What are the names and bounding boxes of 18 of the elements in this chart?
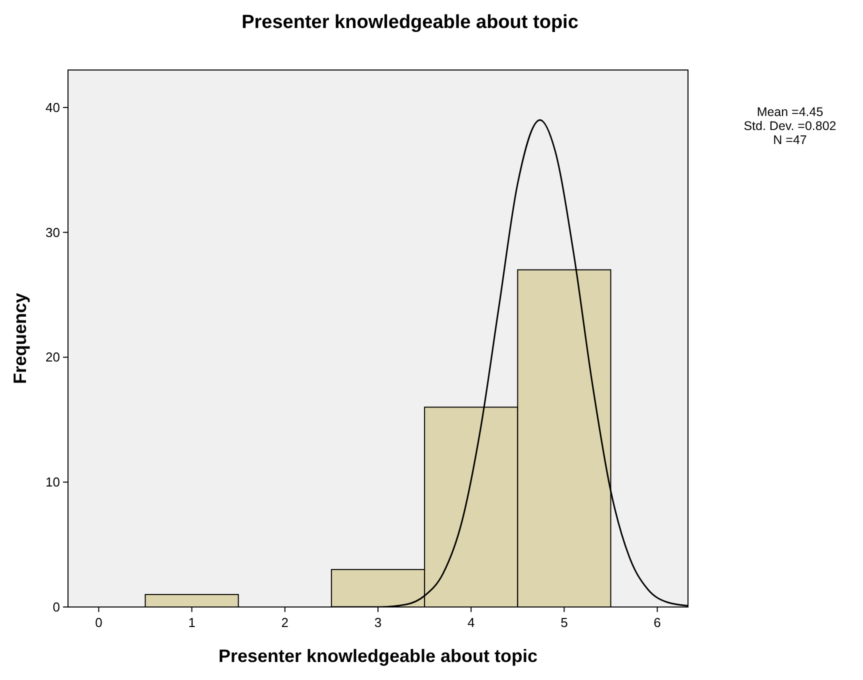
x-tick-label: 5 bbox=[560, 615, 568, 630]
y-tick-label: 20 bbox=[46, 350, 60, 365]
y-tick-label: 0 bbox=[52, 600, 60, 614]
text: Std. Dev. =0.802 bbox=[744, 119, 836, 133]
text: N =47 bbox=[773, 133, 807, 147]
text: Mean =4.45 bbox=[756, 105, 824, 119]
y-tick-label: 30 bbox=[46, 224, 60, 240]
x-tick-label: 2 bbox=[281, 615, 289, 630]
x-tick-label: 0 bbox=[95, 615, 102, 630]
y-axis-title: Frequency bbox=[10, 292, 30, 384]
y-tick-label: 10 bbox=[46, 474, 60, 490]
chart-title: Presenter knowledgeable about topic bbox=[242, 12, 579, 33]
x-tick-label: 6 bbox=[654, 615, 661, 630]
x-tick-label: 3 bbox=[374, 615, 382, 630]
x-axis-title: Presenter knowledgeable about topic bbox=[218, 646, 538, 666]
x-tick-label: 4 bbox=[467, 615, 475, 630]
y-tick-label: 40 bbox=[46, 100, 60, 115]
x-tick-label: 1 bbox=[188, 615, 196, 630]
